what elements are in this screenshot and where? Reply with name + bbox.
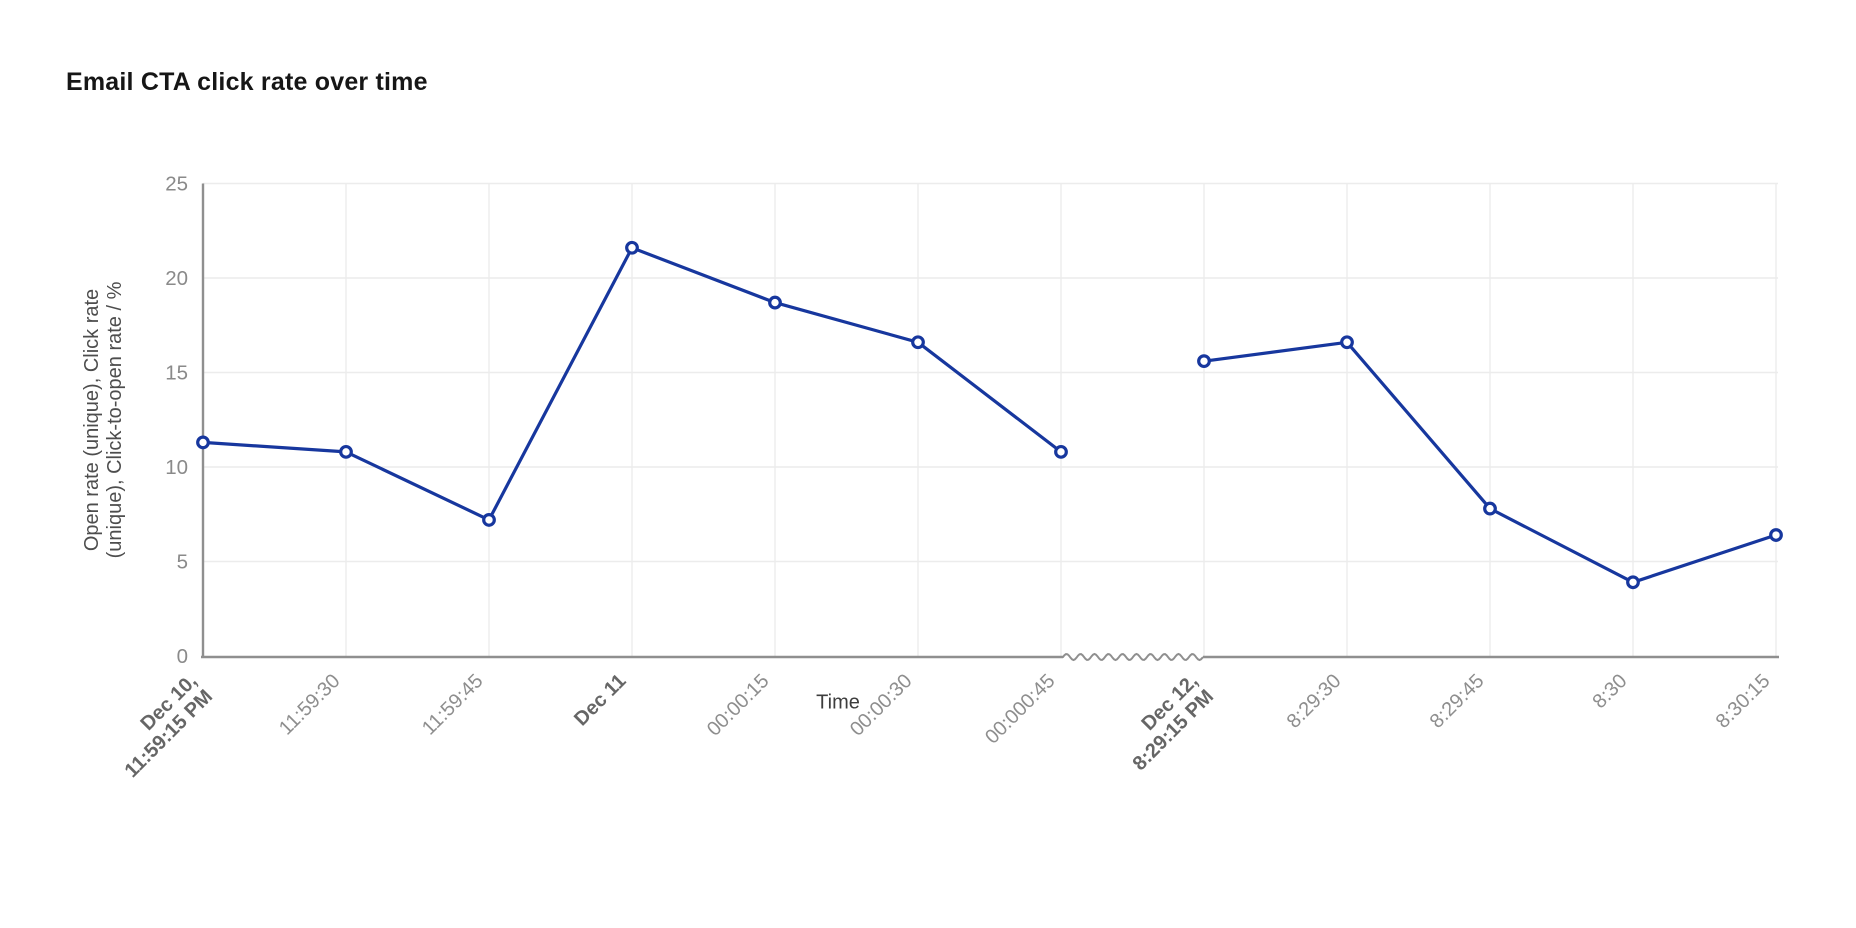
x-axis-title: Time [816,691,860,714]
y-tick-label: 15 [165,362,188,385]
y-tick-label: 20 [165,267,188,290]
x-tick-label: Dec 11 [570,670,630,730]
x-tick-label: Dec 10,11:59:15 PM [105,670,217,782]
data-point-marker[interactable] [482,513,496,527]
x-tick-label: Dec 12,8:29:15 PM [1113,670,1218,775]
data-point-marker[interactable] [625,240,639,255]
data-point-marker[interactable] [768,295,782,310]
data-point-marker[interactable] [1197,354,1211,369]
y-tick-label: 0 [177,645,188,668]
axis-break-squiggle [1062,652,1204,662]
data-point-marker[interactable] [1054,444,1068,459]
chart-title: Email CTA click rate over time [66,68,428,96]
x-tick-label: 00:00:15 [703,670,774,741]
x-tick-label: 8:30:15 [1712,670,1775,733]
data-point-marker[interactable] [1483,501,1497,516]
data-point-marker[interactable] [1769,528,1783,542]
x-tick-label: 8:30 [1588,670,1631,713]
y-tick-label: 25 [165,173,188,196]
x-tick-label: 11:59:45 [418,670,488,740]
y-tick-label: 5 [177,551,188,574]
x-tick-label: 11:59:30 [275,670,345,740]
data-point-marker[interactable] [339,444,353,459]
x-tick-label: 8:29:45 [1426,670,1489,733]
data-point-marker[interactable] [1626,575,1640,590]
data-point-marker[interactable] [911,335,925,350]
x-tick-label: 00:000:45 [981,670,1059,748]
y-tick-label: 10 [165,456,188,479]
data-point-marker[interactable] [196,435,210,450]
data-point-marker[interactable] [1340,335,1354,350]
x-tick-label: 8:29:30 [1283,670,1346,733]
